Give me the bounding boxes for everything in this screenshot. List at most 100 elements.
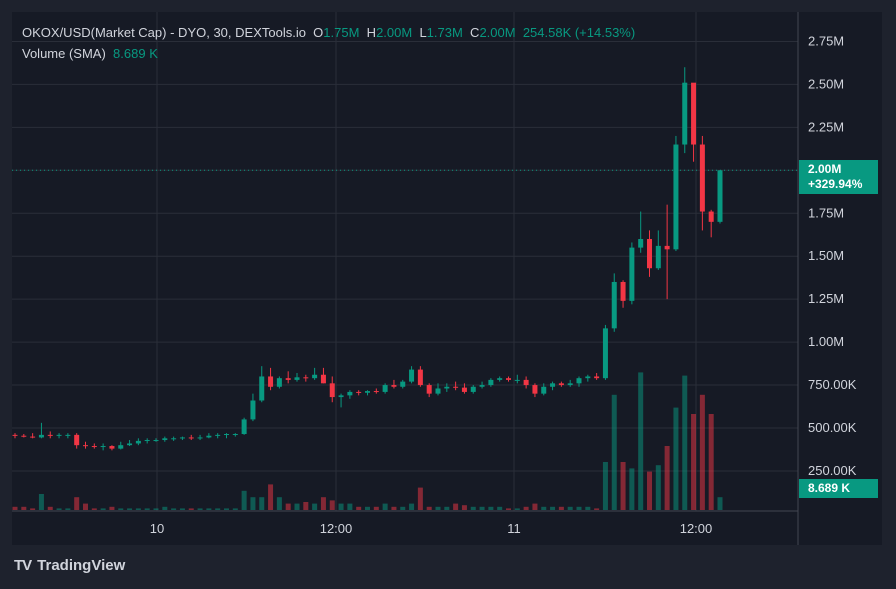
- volume-bar: [506, 508, 511, 510]
- candle-body: [638, 239, 644, 248]
- price-tick-label: 2.75M: [808, 33, 844, 48]
- volume-bar: [144, 508, 150, 510]
- volume-bar: [691, 414, 697, 510]
- candle-body: [708, 211, 714, 222]
- volume-bar: [329, 500, 335, 510]
- candle-body: [409, 369, 415, 382]
- volume-bar: [409, 503, 415, 510]
- candle-body: [391, 385, 397, 387]
- candle-body: [21, 435, 27, 437]
- candle-body: [453, 386, 459, 388]
- candle-body: [215, 434, 221, 436]
- volume-bar: [638, 372, 644, 510]
- candle-body: [329, 383, 335, 398]
- candle-body: [365, 391, 370, 393]
- price-tick-label: 1.25M: [808, 291, 844, 306]
- symbol-meta: - DYO, 30, DEXTools.io: [170, 25, 306, 40]
- volume-bar: [594, 508, 600, 510]
- volume-bar: [215, 508, 221, 510]
- time-tick-label: 11: [507, 521, 521, 536]
- open-label: O: [313, 25, 324, 40]
- volume-bar: [276, 497, 282, 510]
- candle-body: [673, 144, 679, 250]
- candle-body: [400, 381, 406, 387]
- candle-body: [303, 377, 309, 379]
- candle-body: [479, 385, 485, 387]
- candle-body: [83, 445, 88, 447]
- candle-body: [285, 378, 291, 380]
- volume-bar: [682, 375, 688, 510]
- candle-body: [629, 247, 635, 301]
- volume-bar: [224, 508, 229, 510]
- volume-bar: [100, 508, 106, 510]
- price-tick-label: 1.00M: [808, 334, 844, 349]
- candle-body: [241, 419, 247, 435]
- volume-bar: [576, 506, 582, 510]
- volume-bar: [162, 506, 168, 510]
- candle-body: [347, 391, 353, 396]
- volume-bar: [12, 506, 18, 510]
- volume-bar: [673, 407, 679, 510]
- candle-body: [338, 395, 344, 398]
- volume-bar: [470, 506, 476, 510]
- volume-bar: [268, 484, 274, 510]
- candle-body: [417, 369, 423, 386]
- candle-body: [232, 434, 238, 436]
- volume-bar: [259, 497, 265, 510]
- high-label: H: [366, 25, 377, 40]
- volume-bar: [56, 508, 62, 510]
- candle-body: [699, 144, 705, 212]
- candle-body: [691, 82, 697, 145]
- volume-bar: [241, 490, 247, 510]
- candle-body: [179, 437, 185, 439]
- volume-bar: [453, 503, 459, 510]
- candle-body: [153, 440, 159, 442]
- volume-bar: [647, 471, 652, 510]
- volume-bar: [497, 506, 503, 510]
- volume-bar: [479, 506, 485, 510]
- volume-bar: [435, 506, 441, 510]
- volume-bar: [179, 508, 185, 510]
- high-value: 2.00M: [376, 25, 413, 40]
- candle-body: [224, 434, 229, 436]
- candle-body: [602, 328, 608, 379]
- candle-body: [488, 379, 494, 386]
- volume-bar: [717, 497, 723, 510]
- candle-body: [461, 387, 467, 392]
- ohlc-legend: OKOX/USD(Market Cap) - DYO, 30, DEXTools…: [22, 25, 635, 40]
- candle-body: [426, 385, 432, 394]
- candle-body: [100, 446, 106, 448]
- candle-body: [382, 385, 388, 392]
- price-tick-label: 250.00K: [808, 463, 857, 478]
- volume-bar: [206, 508, 212, 510]
- volume-bar: [188, 508, 194, 510]
- candle-body: [594, 376, 600, 379]
- volume-bar: [699, 394, 705, 510]
- volume-bar: [585, 506, 591, 510]
- time-tick-label: 12:00: [320, 521, 353, 536]
- candle-body: [47, 434, 53, 436]
- candle-body: [109, 446, 115, 449]
- candle-body: [91, 446, 97, 448]
- candle-body: [118, 445, 124, 449]
- price-tick-label: 2.50M: [808, 76, 844, 91]
- price-tick-label: 1.50M: [808, 248, 844, 263]
- volume-bar: [30, 508, 36, 510]
- volume-bar: [285, 503, 291, 510]
- volume-bar: [602, 462, 608, 510]
- candle-body: [611, 281, 617, 329]
- volume-bar: [118, 508, 124, 510]
- volume-label: Volume (SMA): [22, 46, 106, 61]
- candle-body: [620, 281, 626, 301]
- candle-body: [576, 378, 582, 384]
- volume-bar: [365, 506, 370, 510]
- candle-body: [567, 383, 573, 386]
- volume-bar: [567, 506, 573, 510]
- candle-body: [444, 386, 450, 389]
- volume-bar: [655, 465, 661, 510]
- tradingview-brand[interactable]: TV TradingView: [14, 557, 125, 574]
- candle-body: [30, 436, 36, 438]
- candle-body: [682, 82, 688, 145]
- volume-bar: [38, 494, 44, 510]
